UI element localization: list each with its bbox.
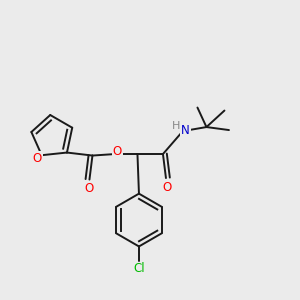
Text: H: H <box>172 121 180 131</box>
Text: O: O <box>85 182 94 195</box>
Text: Cl: Cl <box>133 262 145 275</box>
Text: N: N <box>181 124 190 137</box>
Text: O: O <box>113 145 122 158</box>
Text: O: O <box>33 152 42 165</box>
Text: O: O <box>163 181 172 194</box>
